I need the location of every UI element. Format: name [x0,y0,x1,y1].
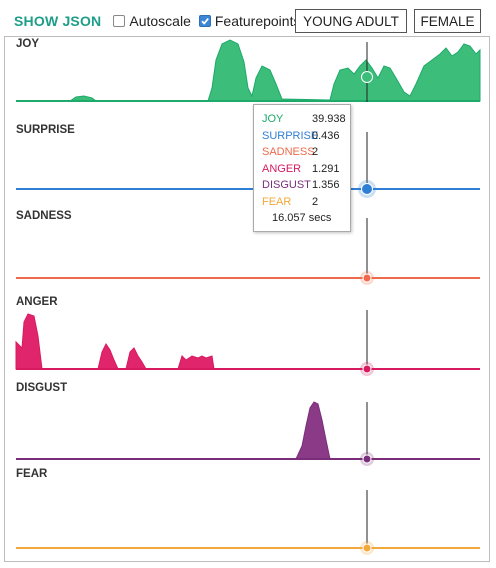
cursor-markers[interactable] [358,71,376,556]
tooltip-row-joy: JOY 39.938 [262,111,350,128]
gender-button[interactable]: FEMALE [414,9,481,33]
featurepoints-checkbox-box[interactable] [198,15,211,27]
tooltip-name: SADNESS [262,146,315,158]
toolbar: SHOW JSON Autoscale Featurepoints [14,8,300,34]
chart-label-disgust: DISGUST [16,382,68,394]
joy-chart [16,39,481,102]
tooltip-time: 16.057 secs [272,212,332,224]
tooltip-value: 2 [312,195,319,208]
surprise-marker[interactable] [361,183,373,195]
autoscale-label: Autoscale [129,13,191,29]
tooltip-name: SURPRISE [262,129,319,142]
disgust-area [295,401,331,460]
anger-chart [15,313,480,370]
featurepoints-checkbox[interactable]: Featurepoints [198,13,301,29]
anger-area [15,313,480,370]
chart-label-anger: ANGER [16,296,58,308]
chart-label-joy: JOY [16,38,40,50]
tooltip-value: 1.291 [312,162,340,175]
tooltip-row-anger: ANGER 1.291 [262,161,350,178]
disgust-marker[interactable] [362,454,372,464]
sadness-marker[interactable] [362,273,372,283]
tooltip-row-fear: FEAR 2 [262,194,350,211]
joy-area [16,39,481,102]
show-json-link[interactable]: SHOW JSON [14,13,102,29]
fear-marker[interactable] [362,543,372,553]
tooltip-value: 0.436 [312,129,340,142]
joy-marker[interactable] [361,71,373,83]
tooltip-name: DISGUST [262,179,311,191]
tooltip-row-disgust: DISGUST 1.356 [262,177,350,194]
checkmark-icon [201,18,209,25]
age-button[interactable]: YOUNG ADULT [295,9,407,33]
tooltip-row-surprise: SURPRISE 0.436 [262,128,350,145]
tooltip-value: 1.356 [312,179,340,191]
chart-label-fear: FEAR [16,468,48,480]
values-tooltip: JOY 39.938 SURPRISE 0.436 SADNESS 2 ANGE… [253,104,351,232]
autoscale-checkbox-box[interactable] [113,15,126,27]
tooltip-name: ANGER [262,162,302,175]
tooltip-row-sadness: SADNESS 2 [262,144,350,161]
chart-label-surprise: SURPRISE [16,124,75,136]
tooltip-value: 2 [312,146,319,158]
tooltip-name: FEAR [262,195,292,208]
disgust-chart [16,401,480,460]
tooltip-name: JOY [262,113,284,125]
autoscale-checkbox[interactable]: Autoscale [113,13,191,29]
featurepoints-label: Featurepoints [214,13,301,29]
charts-frame [4,36,490,562]
tooltip-value: 39.938 [312,113,346,125]
chart-label-sadness: SADNESS [16,210,72,222]
anger-marker[interactable] [362,364,372,374]
